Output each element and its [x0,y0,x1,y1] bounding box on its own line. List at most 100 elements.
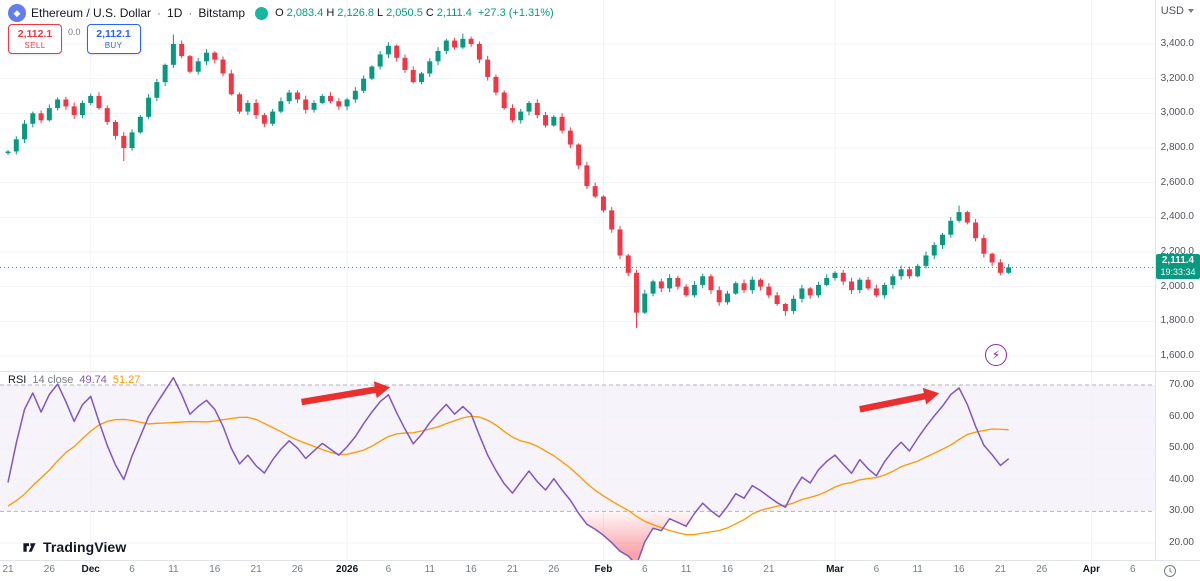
time-tick-label: 16 [953,564,965,575]
price-tick-label: 1,800.0 [1160,315,1194,327]
separator-dot: · [188,6,193,20]
price-tick-label: 2,400.0 [1160,211,1194,223]
high-value: 2,126.8 [337,7,374,19]
price-tick-label: 3,400.0 [1160,38,1194,49]
rsi-ma-line [7,415,1009,536]
time-axis-separator [0,560,1200,561]
sell-price: 2,112.1 [17,27,53,40]
time-tick-label: 26 [548,564,560,575]
close-value: 2,111.4 [436,7,472,19]
time-tick-label: 21 [994,564,1006,575]
rsi-tick-label: 60.00 [1168,410,1194,422]
time-axis[interactable]: 21 26 Dec 6 11 16 21 26 2026 6 11 16 21 26 Feb 6 11 16 21 M… [0,561,1200,581]
change-value: +27.3 (+1.31%) [477,7,554,19]
time-tick-label: 21 [250,564,262,575]
exchange-label[interactable]: Bitstamp [198,6,246,20]
time-tick-label: 11 [168,564,179,575]
chart-canvas[interactable] [0,0,1155,561]
spread-value: 0.0 [68,27,81,37]
currency-selector[interactable]: USD [1161,5,1194,17]
ethereum-icon: ◆ [8,4,26,22]
time-tick-label: 26 [291,564,303,575]
time-tick-label: 16 [465,564,477,575]
trade-buttons: 2,112.1 SELL 0.0 2,112.1 BUY [8,24,141,54]
price-tick-label: 1,600.0 [1160,350,1194,361]
rsi-value: 49.74 [79,374,107,386]
price-tick-label: 3,000.0 [1160,107,1194,119]
buy-button[interactable]: 2,112.1 BUY [86,24,141,54]
annotation-arrow [301,381,391,406]
low-label: L [377,7,384,19]
buy-label: BUY [104,40,123,50]
time-tick-label: Apr [1082,564,1100,575]
open-label: O [275,7,284,19]
rsi-tick-label: 20.00 [1168,537,1194,548]
time-tick-label: 11 [680,564,692,575]
candlestick-series [5,33,1012,328]
sell-button[interactable]: 2,112.1 SELL [8,24,62,54]
time-tick-label: 26 [43,564,55,575]
open-value: 2,083.4 [286,7,324,19]
time-tick-label: 16 [209,564,221,575]
time-tick-label: 11 [912,564,923,575]
rsi-params: 14 close [32,374,74,386]
interval-label[interactable]: 1D [167,6,183,20]
price-axis-separator [1155,0,1156,561]
time-tick-label: 21 [506,564,519,575]
time-tick-label: 6 [873,564,880,575]
rsi-tick-label: 70.00 [1168,379,1194,390]
rsi-tick-label: 30.00 [1168,505,1194,517]
tradingview-mark-icon [23,542,36,552]
quick-trade-icon[interactable]: ⚡ [985,344,1007,366]
current-price-badge: 2,111.4 19:33:34 [1156,254,1200,280]
separator-dot: · [157,6,162,20]
timezone-clock-icon[interactable] [1163,564,1177,581]
price-tick-label: 2,600.0 [1160,176,1194,188]
time-tick-label: 21 [763,564,775,575]
rsi-line [7,376,1010,561]
bitstamp-logo-icon [255,6,269,20]
price-tick-label: 2,000.0 [1160,280,1194,292]
rsi-indicator-legend: RSI 14 close 49.74 51.27 [8,374,140,386]
symbol-title[interactable]: Ethereum / U.S. Dollar [31,6,152,20]
lightning-icon: ⚡ [991,348,1001,362]
time-tick-label: 6 [129,564,135,575]
high-label: H [326,7,335,19]
grid-lines [0,0,1155,561]
chevron-down-icon [1188,9,1194,13]
time-tick-label: Feb [594,564,613,575]
time-tick-label: 6 [385,564,392,575]
time-tick-label: Mar [826,564,844,575]
low-value: 2,050.5 [386,7,423,19]
time-tick-label: Dec [81,564,100,575]
close-label: C [425,7,434,19]
bar-countdown: 19:33:34 [1160,267,1196,278]
ohlc-values: O 2,083.4 H 2,126.8 L 2,050.5 C 2,111.4 +27.… [275,7,554,19]
buy-price: 2,112.1 [96,27,131,40]
current-price-value: 2,111.4 [1161,255,1195,267]
tradingview-logo[interactable]: TradingView [22,539,126,555]
rsi-ma-value: 51.27 [112,374,141,386]
time-tick-label: 21 [2,564,14,575]
time-tick-label: 2026 [335,564,359,575]
time-tick-label: 6 [1129,564,1136,575]
time-tick-label: 6 [642,564,648,575]
time-tick-label: 16 [721,564,734,575]
currency-label: USD [1160,5,1184,17]
price-tick-label: 2,800.0 [1160,142,1194,153]
price-tick-label: 2,200.0 [1160,246,1194,257]
pane-separator[interactable] [0,371,1200,372]
time-tick-label: 11 [424,564,435,575]
tradingview-wordmark: TradingView [43,539,127,555]
rsi-tick-label: 40.00 [1168,473,1194,485]
sell-label: SELL [24,40,46,50]
symbol-legend: ◆ Ethereum / U.S. Dollar · 1D · Bitstamp… [8,4,554,22]
rsi-oversold-fill [577,511,697,561]
time-tick-label: 26 [1036,564,1048,575]
price-tick-label: 3,200.0 [1160,72,1194,84]
rsi-tick-label: 50.00 [1168,442,1194,454]
price-axis[interactable]: USD 2,111.4 19:33:34 3,400.0 3,200.0 3,000… [1156,0,1200,561]
annotation-arrow [859,387,940,413]
rsi-name[interactable]: RSI [8,374,27,386]
